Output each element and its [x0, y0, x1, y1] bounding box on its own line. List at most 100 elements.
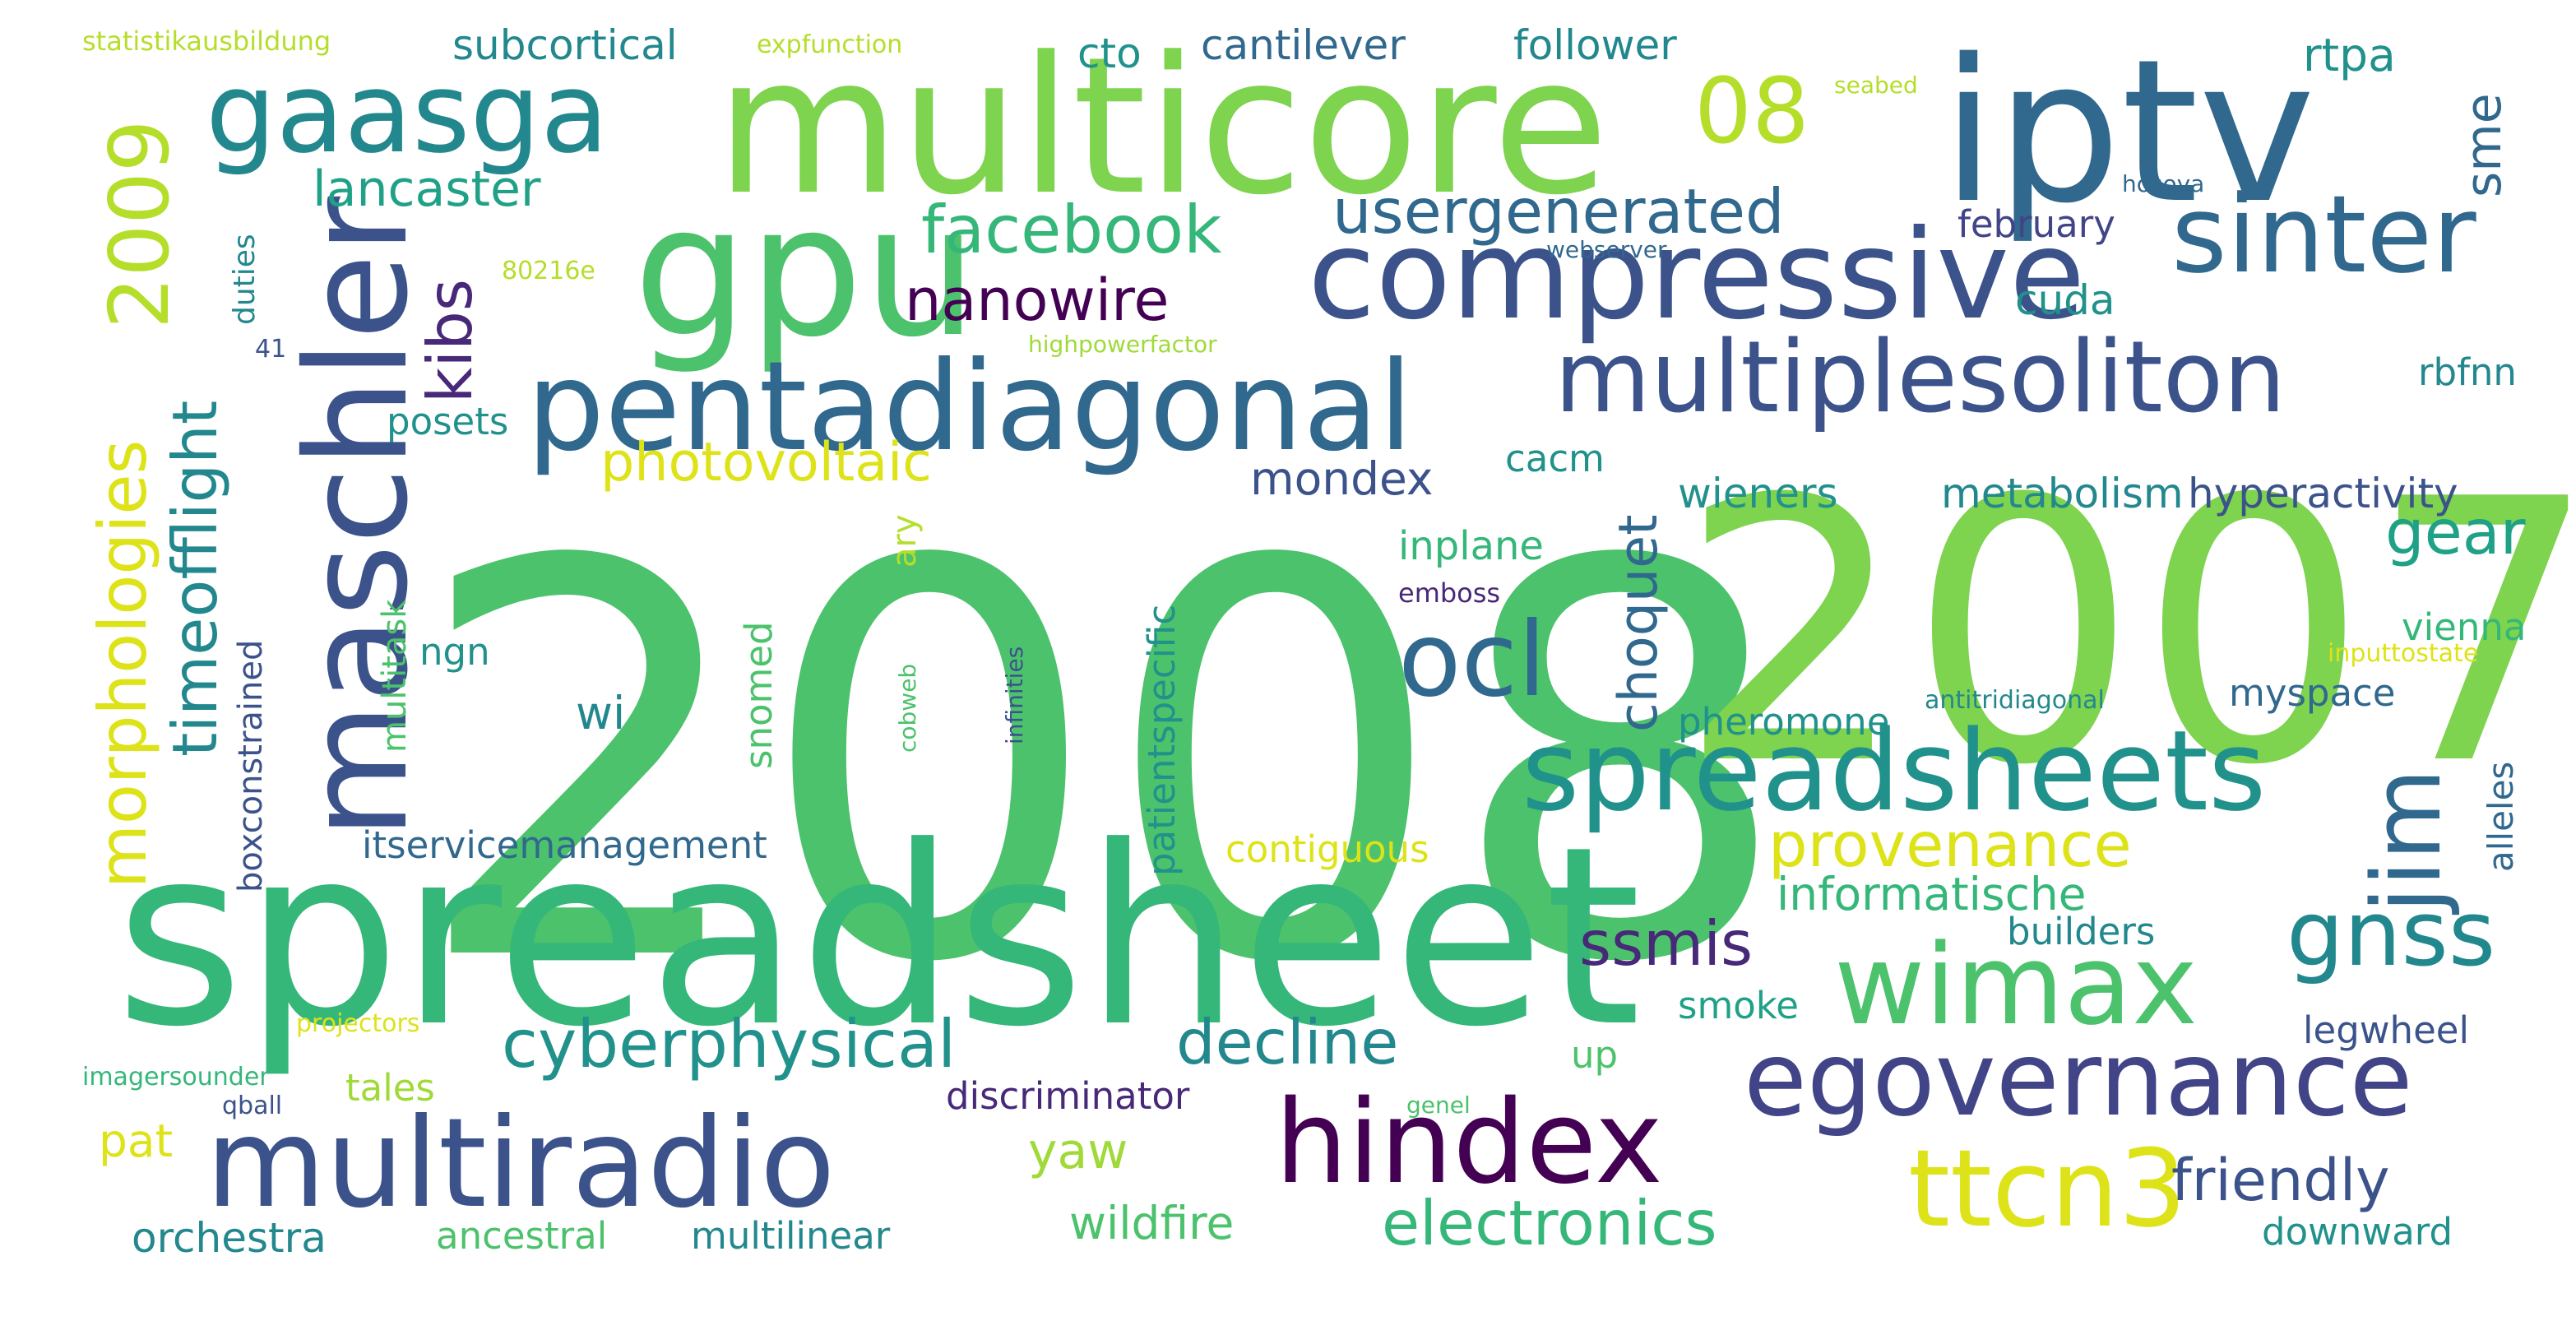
- word: ngn: [419, 630, 490, 674]
- word: legwheel: [2303, 1008, 2469, 1052]
- word: yaw: [1028, 1123, 1128, 1180]
- word: cuda: [2015, 276, 2115, 324]
- word: inplane: [1398, 523, 1544, 569]
- word: posets: [387, 400, 509, 443]
- word: up: [1571, 1033, 1619, 1077]
- word: ssmis: [1579, 907, 1754, 980]
- word: nanowire: [905, 267, 1170, 334]
- word: 2008: [411, 448, 1793, 1081]
- word: multitask: [376, 599, 414, 753]
- word: ocl: [1398, 600, 1546, 720]
- word: lancaster: [313, 160, 541, 218]
- word: pat: [99, 1115, 174, 1167]
- word: gnss: [2286, 881, 2496, 986]
- word: friendly: [2171, 1147, 2390, 1214]
- word: wimax: [1834, 920, 2198, 1050]
- word: alleles: [2481, 761, 2521, 872]
- word: cobweb: [894, 663, 921, 753]
- word: duties: [228, 234, 262, 325]
- word: snomed: [737, 621, 781, 769]
- word: expfunction: [757, 30, 903, 59]
- word: patientspecific: [1140, 604, 1184, 876]
- word: multiradio: [206, 1092, 836, 1235]
- word: timeofflight: [159, 400, 231, 757]
- word: morphologies: [85, 439, 161, 888]
- word: informatische: [1777, 868, 2087, 920]
- word: genel: [1406, 1092, 1471, 1119]
- word: egovernance: [1744, 1020, 2413, 1139]
- word: gear: [2385, 496, 2526, 568]
- word: itservicemanagement: [362, 823, 767, 867]
- word: discriminator: [946, 1074, 1190, 1118]
- word: qball: [222, 1092, 283, 1120]
- word: metabolism: [1941, 470, 2184, 517]
- word: vienna: [2402, 605, 2527, 649]
- word: orchestra: [132, 1214, 327, 1262]
- word: 2009: [91, 119, 188, 330]
- word: photovoltaic: [600, 432, 932, 494]
- word: emboss: [1398, 577, 1501, 609]
- word: webserver: [1546, 236, 1667, 263]
- word: subcortical: [452, 21, 678, 69]
- word: statistikausbildung: [82, 25, 331, 57]
- word: kibs: [414, 279, 486, 403]
- word: wildfire: [1069, 1197, 1235, 1249]
- word: contiguous: [1225, 827, 1429, 871]
- word: ancestral: [436, 1214, 608, 1258]
- word: highpowerfactor: [1028, 331, 1217, 358]
- word: iptv: [1941, 16, 2316, 247]
- word: multicore: [716, 17, 1609, 237]
- word: smoke: [1678, 984, 1799, 1027]
- word: gpu: [633, 166, 978, 377]
- word: downward: [2262, 1210, 2453, 1254]
- word: spreadsheets: [1522, 707, 2267, 836]
- word: gaasga: [206, 49, 609, 178]
- word: follower: [1513, 21, 1677, 69]
- word: ttcn3: [1908, 1126, 2187, 1251]
- word: imagersounder: [82, 1063, 270, 1092]
- word: hosoya: [2122, 170, 2205, 197]
- word: sinter: [2171, 172, 2476, 297]
- word: multiplesoliton: [1554, 321, 2286, 435]
- word: usergenerated: [1332, 175, 1785, 248]
- word: choquet: [1608, 514, 1670, 732]
- word: tales: [345, 1066, 435, 1110]
- word: provenance: [1768, 809, 2132, 881]
- word: projectors: [296, 1009, 420, 1038]
- word: rtpa: [2303, 29, 2396, 81]
- word: compressive: [1308, 204, 2086, 347]
- word: ary: [886, 514, 924, 568]
- word: hindex: [1275, 1076, 1663, 1210]
- word: pheromone: [1678, 700, 1890, 744]
- word: infinities: [1001, 646, 1028, 744]
- word: wi: [576, 687, 626, 739]
- word: decline: [1176, 1006, 1399, 1078]
- word: mondex: [1250, 452, 1434, 505]
- word: builders: [2007, 910, 2156, 953]
- word: cacm: [1505, 437, 1605, 480]
- word: antitridiagonal: [1925, 686, 2105, 715]
- word: cto: [1077, 30, 1142, 77]
- word: 41: [255, 335, 287, 364]
- word: inputtostate: [2328, 639, 2479, 668]
- word: rbfnn: [2418, 350, 2517, 394]
- word: boxconstrained: [232, 639, 270, 892]
- word: jim: [2352, 768, 2462, 913]
- word: february: [1957, 202, 2115, 246]
- word: 80216e: [502, 257, 595, 285]
- word: sme: [2455, 93, 2513, 197]
- word: multilinear: [691, 1214, 891, 1258]
- word: electronics: [1382, 1187, 1717, 1259]
- word: myspace: [2229, 671, 2396, 715]
- word: 2007: [1678, 423, 2576, 844]
- word: pentadiagonal: [526, 336, 1413, 479]
- word: facebook: [921, 192, 1222, 268]
- word: wieners: [1678, 470, 1838, 517]
- word: spreadsheet: [115, 794, 1642, 1081]
- word: cyberphysical: [502, 1006, 957, 1082]
- word: seabed: [1834, 72, 1918, 99]
- word: 08: [1694, 58, 1809, 164]
- word: cantilever: [1201, 21, 1406, 69]
- word: hyperactivity: [2188, 470, 2458, 517]
